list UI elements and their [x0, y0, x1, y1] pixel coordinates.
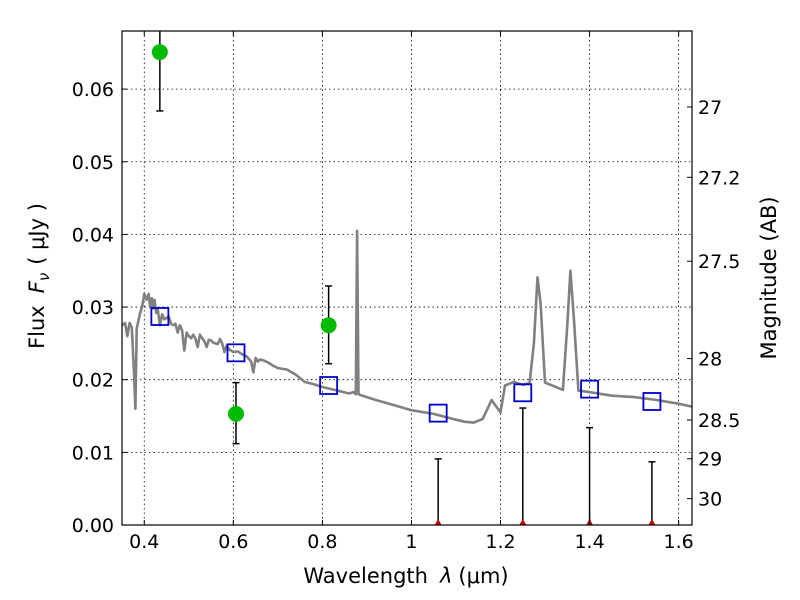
grid [122, 31, 692, 526]
magnitude-tick-label: 29 [698, 449, 722, 471]
model-sed-line [121, 229, 693, 424]
magnitude-axis-ticks: 27 27.2 27.5 28 28.5 29 30 [687, 97, 740, 511]
magnitude-tick-label: 27 [698, 97, 722, 119]
detection-point [320, 317, 337, 334]
model-photometry-layer [150, 307, 662, 423]
x-tick-label: 1.4 [574, 531, 604, 553]
y-axis-label: FluxFν( μJy ) [25, 203, 53, 349]
upper-limit-marker [648, 519, 656, 525]
x-axis-ticks: 0.4 0.6 0.8 1 1.2 1.4 1.6 [129, 31, 694, 553]
y-tick-label: 0.06 [72, 79, 114, 101]
x-tick-label: 0.4 [129, 531, 159, 553]
model-photometry-point [428, 403, 448, 423]
x-axis-label: Wavelength λ (μm) [303, 564, 508, 588]
x-tick-label: 1.6 [664, 531, 694, 553]
upper-limit-marker [519, 519, 527, 525]
y-tick-label: 0.03 [72, 297, 114, 319]
model-photometry-point [580, 379, 599, 399]
upper-limits-layer [434, 519, 656, 525]
model-photometry-point [642, 392, 662, 411]
error-bars-layer [156, 31, 656, 525]
model-photometry-point [150, 307, 170, 326]
x-tick-label: 1 [405, 531, 417, 553]
model-photometry-point [226, 343, 246, 363]
y-tick-label: 0.04 [72, 224, 114, 246]
y-axis-ticks: 0.00 0.01 0.02 0.03 0.04 0.05 0.06 [72, 79, 127, 537]
model-photometry-point [319, 376, 339, 395]
magnitude-tick-label: 28.5 [698, 410, 740, 432]
y-tick-label: 0.02 [72, 370, 114, 392]
x-tick-label: 0.8 [307, 531, 337, 553]
plot-frame [121, 30, 693, 526]
detections-layer [151, 44, 337, 422]
x-tick-label: 1.2 [485, 531, 515, 553]
x-tick-label: 0.6 [218, 531, 248, 553]
y-tick-label: 0.00 [72, 515, 114, 537]
y-tick-label: 0.01 [72, 442, 114, 464]
upper-limit-marker [434, 519, 442, 525]
magnitude-tick-label: 30 [698, 489, 722, 511]
y-tick-label: 0.05 [72, 152, 114, 174]
detection-point [151, 44, 168, 61]
model-sed-layer [121, 229, 693, 424]
detection-point [228, 405, 244, 422]
magnitude-tick-label: 27.5 [698, 251, 740, 273]
magnitude-axis-label: Magnitude (AB) [757, 196, 781, 359]
magnitude-tick-label: 28 [698, 349, 722, 371]
magnitude-tick-label: 27.2 [698, 167, 740, 189]
model-photometry-point [513, 383, 533, 403]
